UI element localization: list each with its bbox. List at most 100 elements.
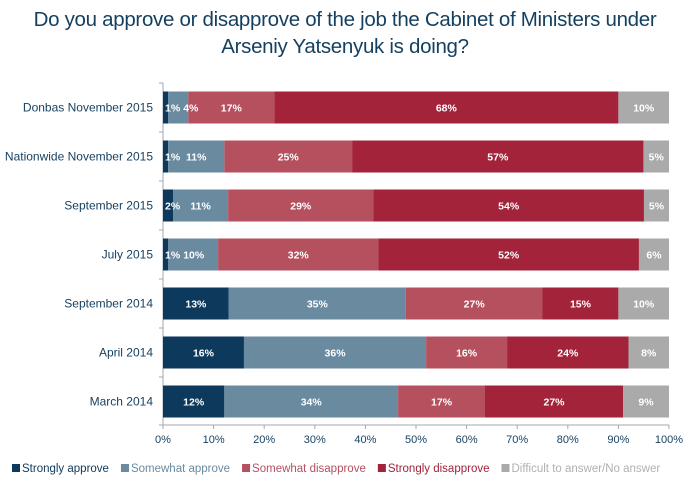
bar-segment [373, 189, 644, 222]
bar-segment [485, 385, 623, 418]
data-label: 29% [290, 201, 312, 213]
bar-segment [163, 91, 169, 124]
data-label: 1% [165, 250, 181, 262]
data-label: 24% [557, 348, 579, 360]
bar-segment [228, 189, 374, 222]
bar-segment [643, 140, 669, 173]
category-label: September 2014 [64, 297, 153, 311]
data-label: 5% [649, 201, 665, 213]
data-label: 11% [190, 201, 211, 213]
data-label: 54% [498, 201, 520, 213]
bar-segment [163, 385, 225, 418]
data-label: 25% [278, 152, 300, 164]
bar-segment [274, 91, 619, 124]
bar-segment [542, 287, 619, 320]
bar-segment [638, 238, 669, 271]
bar-segment [224, 385, 399, 418]
data-label: 5% [649, 152, 665, 164]
category-label: September 2015 [64, 199, 153, 213]
legend-swatch [501, 464, 510, 472]
data-label: 6% [646, 250, 662, 262]
bar-segment [352, 140, 644, 173]
data-label: 35% [307, 299, 329, 311]
data-label: 68% [436, 103, 458, 115]
bar-segment [163, 140, 169, 173]
data-label: 2% [165, 201, 181, 213]
legend-swatch [242, 464, 251, 472]
x-tick-label: 100% [655, 434, 683, 446]
data-label: 13% [185, 299, 207, 311]
bar-segment [378, 238, 639, 271]
bar-segment [618, 287, 669, 320]
x-tick-label: 70% [506, 434, 528, 446]
data-label: 36% [325, 348, 347, 360]
x-tick-label: 10% [203, 434, 225, 446]
legend-swatch [120, 464, 129, 472]
bar-segment [426, 336, 508, 369]
chart-title: Do you approve or disapprove of the job … [33, 8, 657, 58]
bar-segment [228, 287, 406, 320]
x-tick-label: 30% [304, 434, 326, 446]
bar-segment [224, 140, 353, 173]
x-tick-label: 60% [456, 434, 478, 446]
data-label: 16% [456, 348, 478, 360]
bar-segment [173, 189, 229, 222]
x-tick-label: 40% [354, 434, 376, 446]
legend-label: Strongly approve [22, 463, 109, 475]
data-label: 27% [464, 299, 486, 311]
legend-swatch [377, 464, 386, 472]
data-label: 1% [165, 152, 181, 164]
category-label: April 2014 [99, 346, 153, 360]
data-label: 10% [633, 103, 655, 115]
data-label: 52% [498, 250, 520, 262]
legend-label: Strongly disapprove [388, 463, 490, 475]
data-label: 9% [638, 397, 654, 409]
data-label: 57% [487, 152, 509, 164]
bar-segment [628, 336, 669, 369]
category-label: March 2014 [90, 395, 154, 409]
data-label: 8% [641, 348, 657, 360]
bar-segment [163, 336, 244, 369]
data-label: 10% [633, 299, 655, 311]
data-label: 11% [186, 152, 207, 164]
category-label: July 2015 [102, 248, 154, 262]
bar-segment [507, 336, 629, 369]
x-tick-label: 80% [557, 434, 579, 446]
x-tick-label: 50% [405, 434, 427, 446]
bar-segment [618, 91, 669, 124]
bar-segment [188, 91, 275, 124]
x-tick-label: 0% [155, 434, 171, 446]
data-label: 10% [183, 250, 205, 262]
category-label: Donbas November 2015 [23, 101, 153, 115]
bar-segment [405, 287, 543, 320]
bar-segment [163, 287, 229, 320]
bar-segment [168, 91, 189, 124]
bar-segment [218, 238, 379, 271]
category-label: Nationwide November 2015 [5, 150, 153, 164]
bar-segment [168, 238, 219, 271]
data-label: 12% [183, 397, 205, 409]
x-tick-label: 20% [253, 434, 275, 446]
data-label: 16% [193, 348, 215, 360]
legend-label: Somewhat disapprove [252, 463, 366, 475]
data-label: 17% [431, 397, 453, 409]
bar-segment [163, 238, 169, 271]
data-label: 15% [570, 299, 592, 311]
legend-label: Difficult to answer/No answer [512, 463, 661, 475]
legend-label: Somewhat approve [131, 463, 230, 475]
bar-segment [398, 385, 485, 418]
data-label: 4% [183, 103, 199, 115]
x-tick-label: 90% [607, 434, 629, 446]
bar-segment [623, 385, 669, 418]
bar-segment [643, 189, 669, 222]
bar-segment [243, 336, 427, 369]
bar-segment [168, 140, 225, 173]
data-label: 27% [543, 397, 565, 409]
data-label: 17% [221, 103, 243, 115]
data-label: 34% [301, 397, 323, 409]
data-label: 1% [165, 103, 181, 115]
legend-swatch [12, 464, 20, 472]
data-label: 32% [288, 250, 310, 262]
bar-segment [163, 189, 174, 222]
